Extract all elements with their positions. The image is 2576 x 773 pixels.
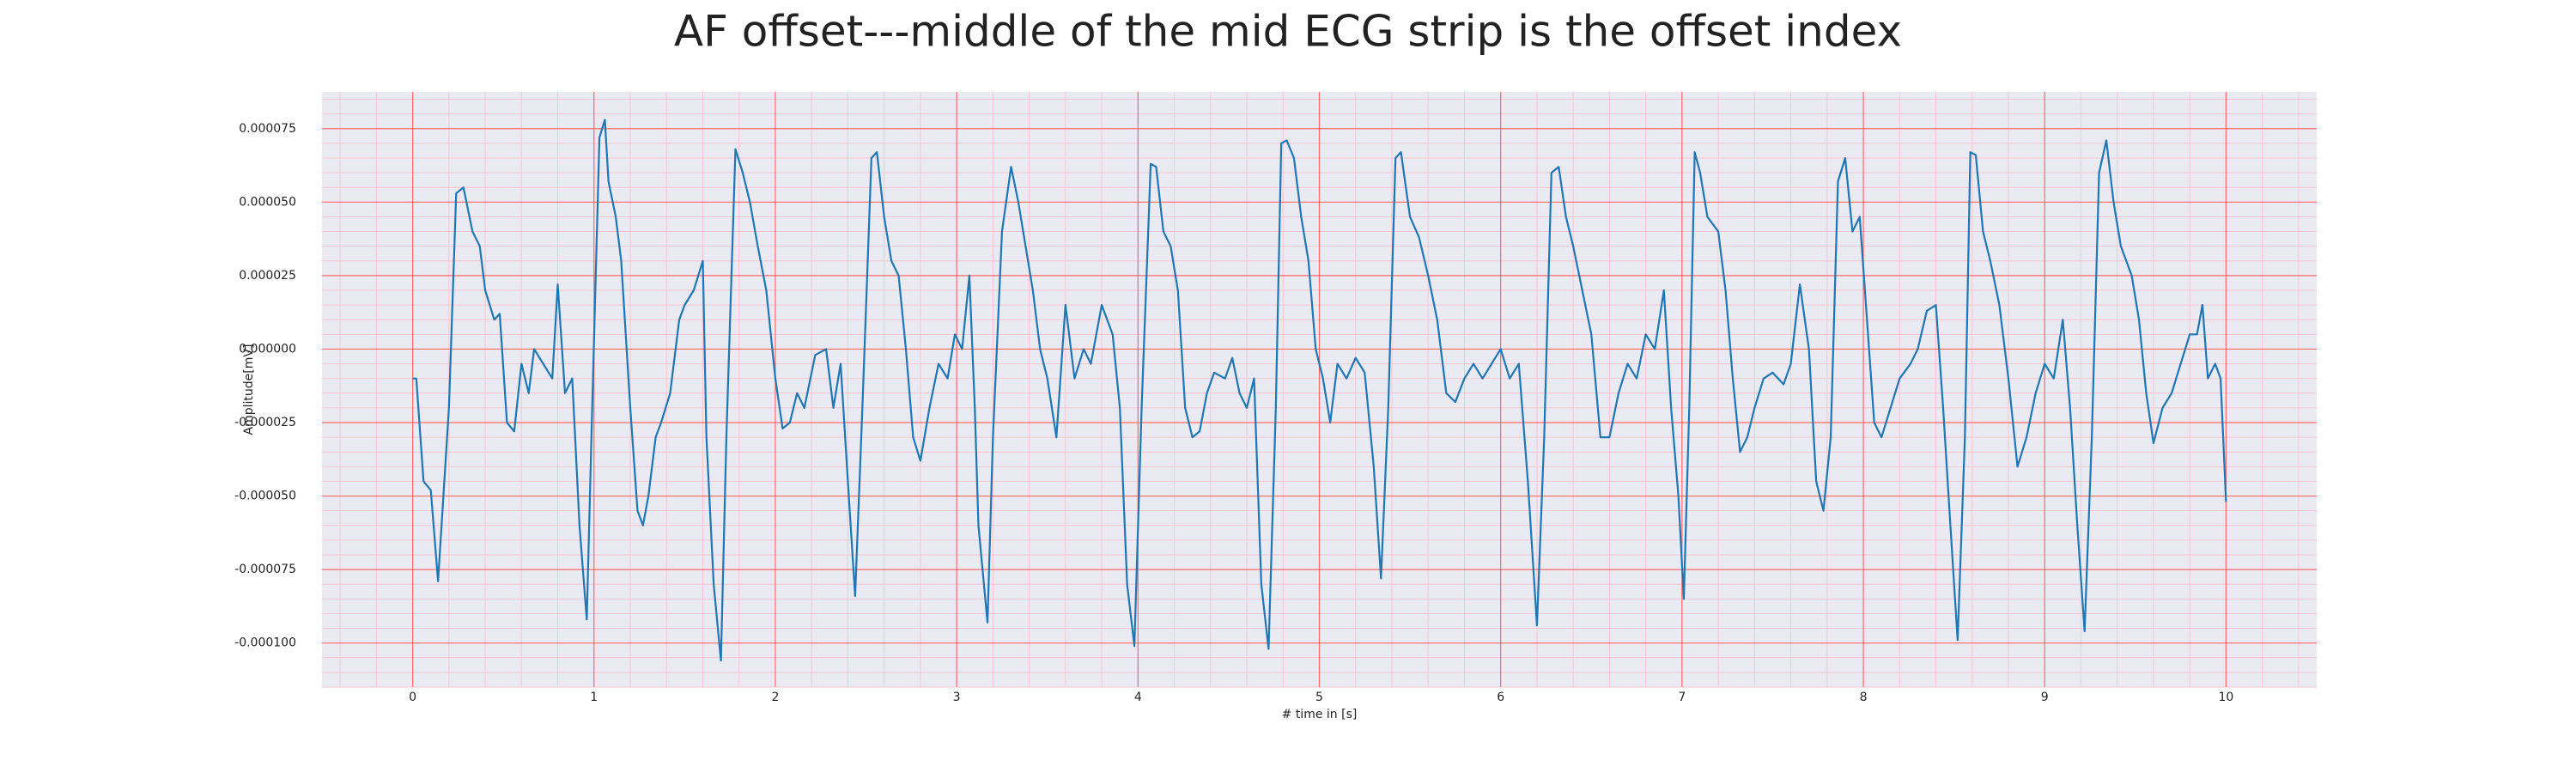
- y-tick-label: -0.000025: [234, 416, 296, 429]
- y-tick-label: 0.000075: [239, 122, 296, 136]
- y-tick-label: 0.000000: [239, 342, 296, 356]
- y-tick-label: -0.000100: [234, 636, 296, 650]
- y-tick-label: 0.000025: [239, 269, 296, 283]
- y-tick-label: 0.000050: [239, 195, 296, 209]
- x-tick-label: 3: [953, 691, 961, 704]
- y-axis-label: Amplitude[mV]: [242, 344, 256, 435]
- x-tick-label: 9: [2041, 691, 2049, 704]
- x-tick-label: 0: [409, 691, 416, 704]
- x-tick-label: 4: [1134, 691, 1142, 704]
- x-tick-label: 6: [1497, 691, 1504, 704]
- y-tick-label: -0.000050: [234, 490, 296, 503]
- x-tick-label: 1: [590, 691, 598, 704]
- x-tick-label: 10: [2218, 691, 2233, 704]
- x-tick-label: 5: [1315, 691, 1323, 704]
- ecg-line: [412, 119, 2227, 662]
- y-tick-label: -0.000075: [234, 563, 296, 576]
- x-tick-label: 8: [1860, 691, 1868, 704]
- x-tick-label: 2: [771, 691, 779, 704]
- chart-title: AF offset---middle of the mid ECG strip …: [674, 7, 1902, 57]
- x-tick-label: 7: [1678, 691, 1686, 704]
- x-axis-label: # time in [s]: [1282, 708, 1358, 721]
